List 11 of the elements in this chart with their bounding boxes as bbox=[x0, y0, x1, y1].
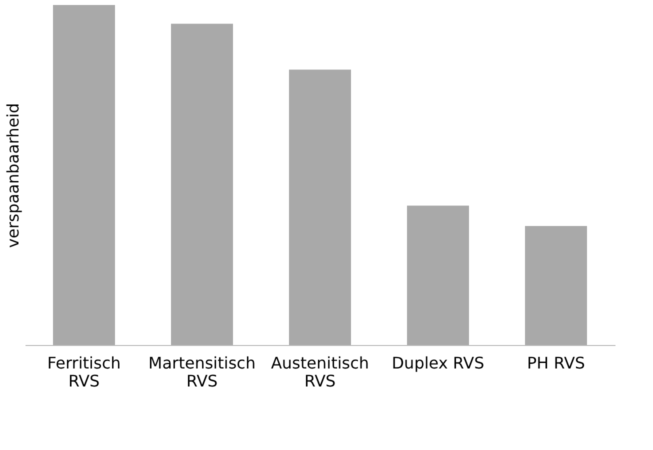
bar bbox=[407, 206, 469, 345]
x-tick-label: Austenitisch RVS bbox=[270, 354, 370, 390]
y-axis-title: verspaanbaarheid bbox=[4, 103, 22, 248]
bar bbox=[525, 226, 587, 345]
x-tick-label: Martensitisch RVS bbox=[148, 354, 256, 390]
x-tick-label: PH RVS bbox=[526, 354, 586, 372]
bar bbox=[289, 70, 351, 345]
bar bbox=[171, 24, 233, 345]
x-tick-label: Duplex RVS bbox=[392, 354, 484, 372]
bar bbox=[53, 5, 115, 345]
x-tick-label: Ferritisch RVS bbox=[47, 354, 121, 390]
